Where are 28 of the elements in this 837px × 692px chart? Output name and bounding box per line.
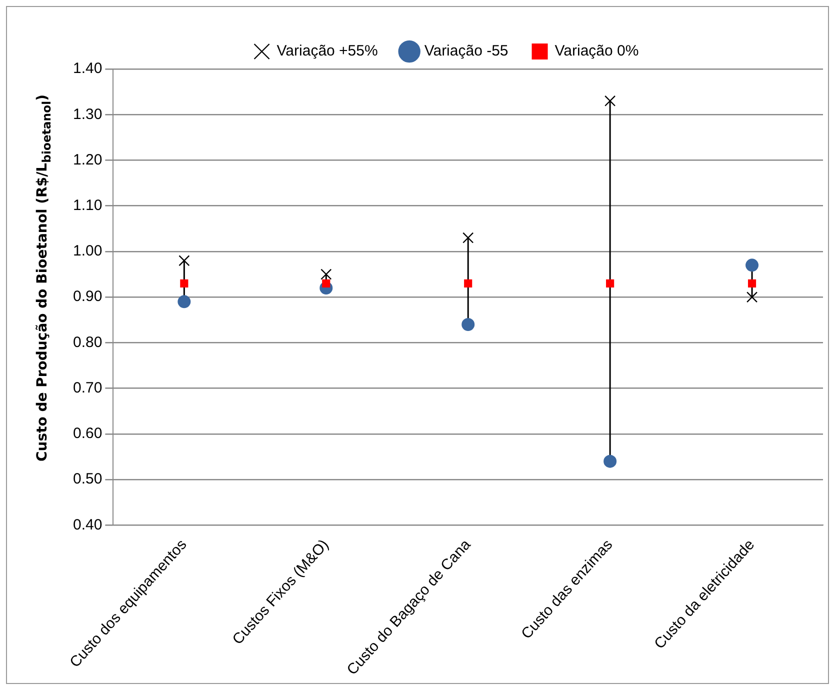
legend-label: Variação +55% [276,42,378,60]
y-tick-label: 0.90 [72,288,102,306]
y-tick-label: 0.70 [72,379,102,396]
point [462,318,475,331]
legend-label: Variação -55 [424,42,508,60]
point [746,258,759,272]
y-tick-label: 0.60 [72,425,102,442]
y-tick-label: 0.80 [72,334,102,351]
point [464,279,472,288]
y-tick-label: 1.20 [72,151,102,168]
point [178,295,191,308]
y-tick-label: 0.50 [72,470,102,488]
point [604,454,617,468]
y-tick-label: 1.00 [72,242,102,260]
point [178,255,190,266]
y-tick-label: 1.30 [72,106,102,123]
point [462,232,474,244]
y-tick-label: 1.10 [72,197,102,214]
point [606,279,614,288]
y-tick-label: 1.40 [72,60,102,78]
point [320,268,332,280]
point [746,292,758,303]
point [748,279,756,288]
y-tick-label: 0.40 [72,516,102,534]
point [180,279,188,288]
legend-label: Variação 0% [554,42,639,60]
point [604,95,616,106]
point [322,279,330,288]
